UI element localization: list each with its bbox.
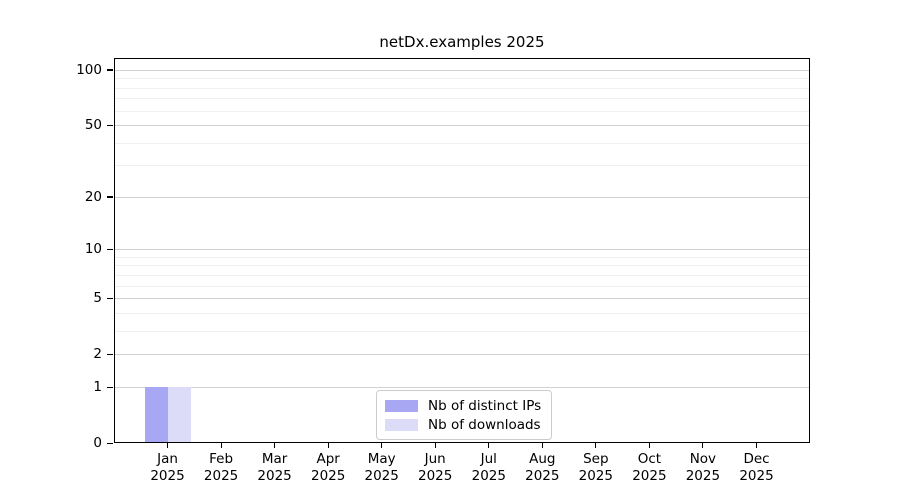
x-tick-mark [541,443,543,448]
y-tick-label: 20 [84,188,102,205]
x-tick-mark [381,443,383,448]
x-tick-label: Jan 2025 [150,451,185,484]
x-tick-label: Aug 2025 [525,451,560,484]
x-tick-label: May 2025 [364,451,399,484]
y-tick-mark [107,386,113,388]
x-tick-mark [327,443,329,448]
bar-distinct-ips-jan-2025 [144,387,168,443]
y-tick-label: 10 [84,241,102,258]
y-tick-label: 100 [76,61,102,78]
gridline-major [114,249,810,251]
y-tick-label: 1 [93,379,102,395]
chart-title: netDx.examples 2025 [379,33,545,51]
x-tick-mark [166,443,169,448]
x-tick-mark [648,443,650,448]
x-tick-mark [434,443,436,448]
gridline-minor [114,312,810,314]
gridline-minor [114,285,810,287]
gridline-minor [114,87,810,89]
x-tick-label: Oct 2025 [632,451,667,484]
plot-area [114,58,810,443]
gridline-minor [114,98,810,100]
x-tick-mark [595,443,597,448]
gridline-major [114,387,810,388]
x-tick-label: Feb 2025 [203,451,239,484]
y-tick-label: 2 [93,346,102,363]
y-tick-mark [107,69,113,71]
y-tick-mark [107,353,113,355]
gridline-minor [114,274,810,276]
gridline-minor [114,265,810,267]
y-tick-mark [107,248,113,250]
gridline-major [114,298,810,300]
y-tick-label: 5 [93,290,102,307]
y-tick-mark [107,124,113,126]
gridline-minor [114,142,810,144]
y-tick-label: 0 [93,435,102,451]
x-tick-label: Dec 2025 [739,451,774,484]
x-tick-mark [274,443,276,448]
legend-item-downloads: Nb of downloads [385,415,541,434]
x-tick-label: Nov 2025 [685,451,721,484]
legend: Nb of distinct IPs Nb of downloads [376,390,553,440]
legend-label-distinct-ips: Nb of distinct IPs [428,397,542,414]
y-tick-mark [107,442,113,444]
gridline-minor [114,165,810,167]
legend-swatch-distinct-ips [385,399,418,412]
y-tick-mark [107,297,113,299]
gridline-major [114,125,810,127]
legend-item-distinct-ips: Nb of distinct IPs [385,396,541,415]
x-tick-mark [220,443,222,448]
x-tick-label: Jul 2025 [471,451,506,484]
legend-label-downloads: Nb of downloads [428,416,541,433]
x-tick-label: Mar 2025 [257,451,292,484]
x-tick-label: Apr 2025 [311,451,346,484]
gridline-minor [114,78,810,80]
gridline-major [114,354,810,356]
x-tick-mark [702,443,704,448]
gridline-minor [114,256,810,258]
gridline-major [114,69,810,71]
y-tick-label: 50 [84,117,102,134]
gridline-major [114,196,810,198]
gridline-minor [114,110,810,112]
gridline-minor [114,330,810,332]
x-tick-mark [755,443,758,448]
bar-downloads-jan-2025 [167,387,191,443]
x-tick-label: Jun 2025 [418,451,453,484]
legend-swatch-downloads [385,418,418,431]
x-tick-label: Sep 2025 [578,451,613,484]
x-tick-mark [488,443,490,448]
y-tick-mark [107,196,113,198]
